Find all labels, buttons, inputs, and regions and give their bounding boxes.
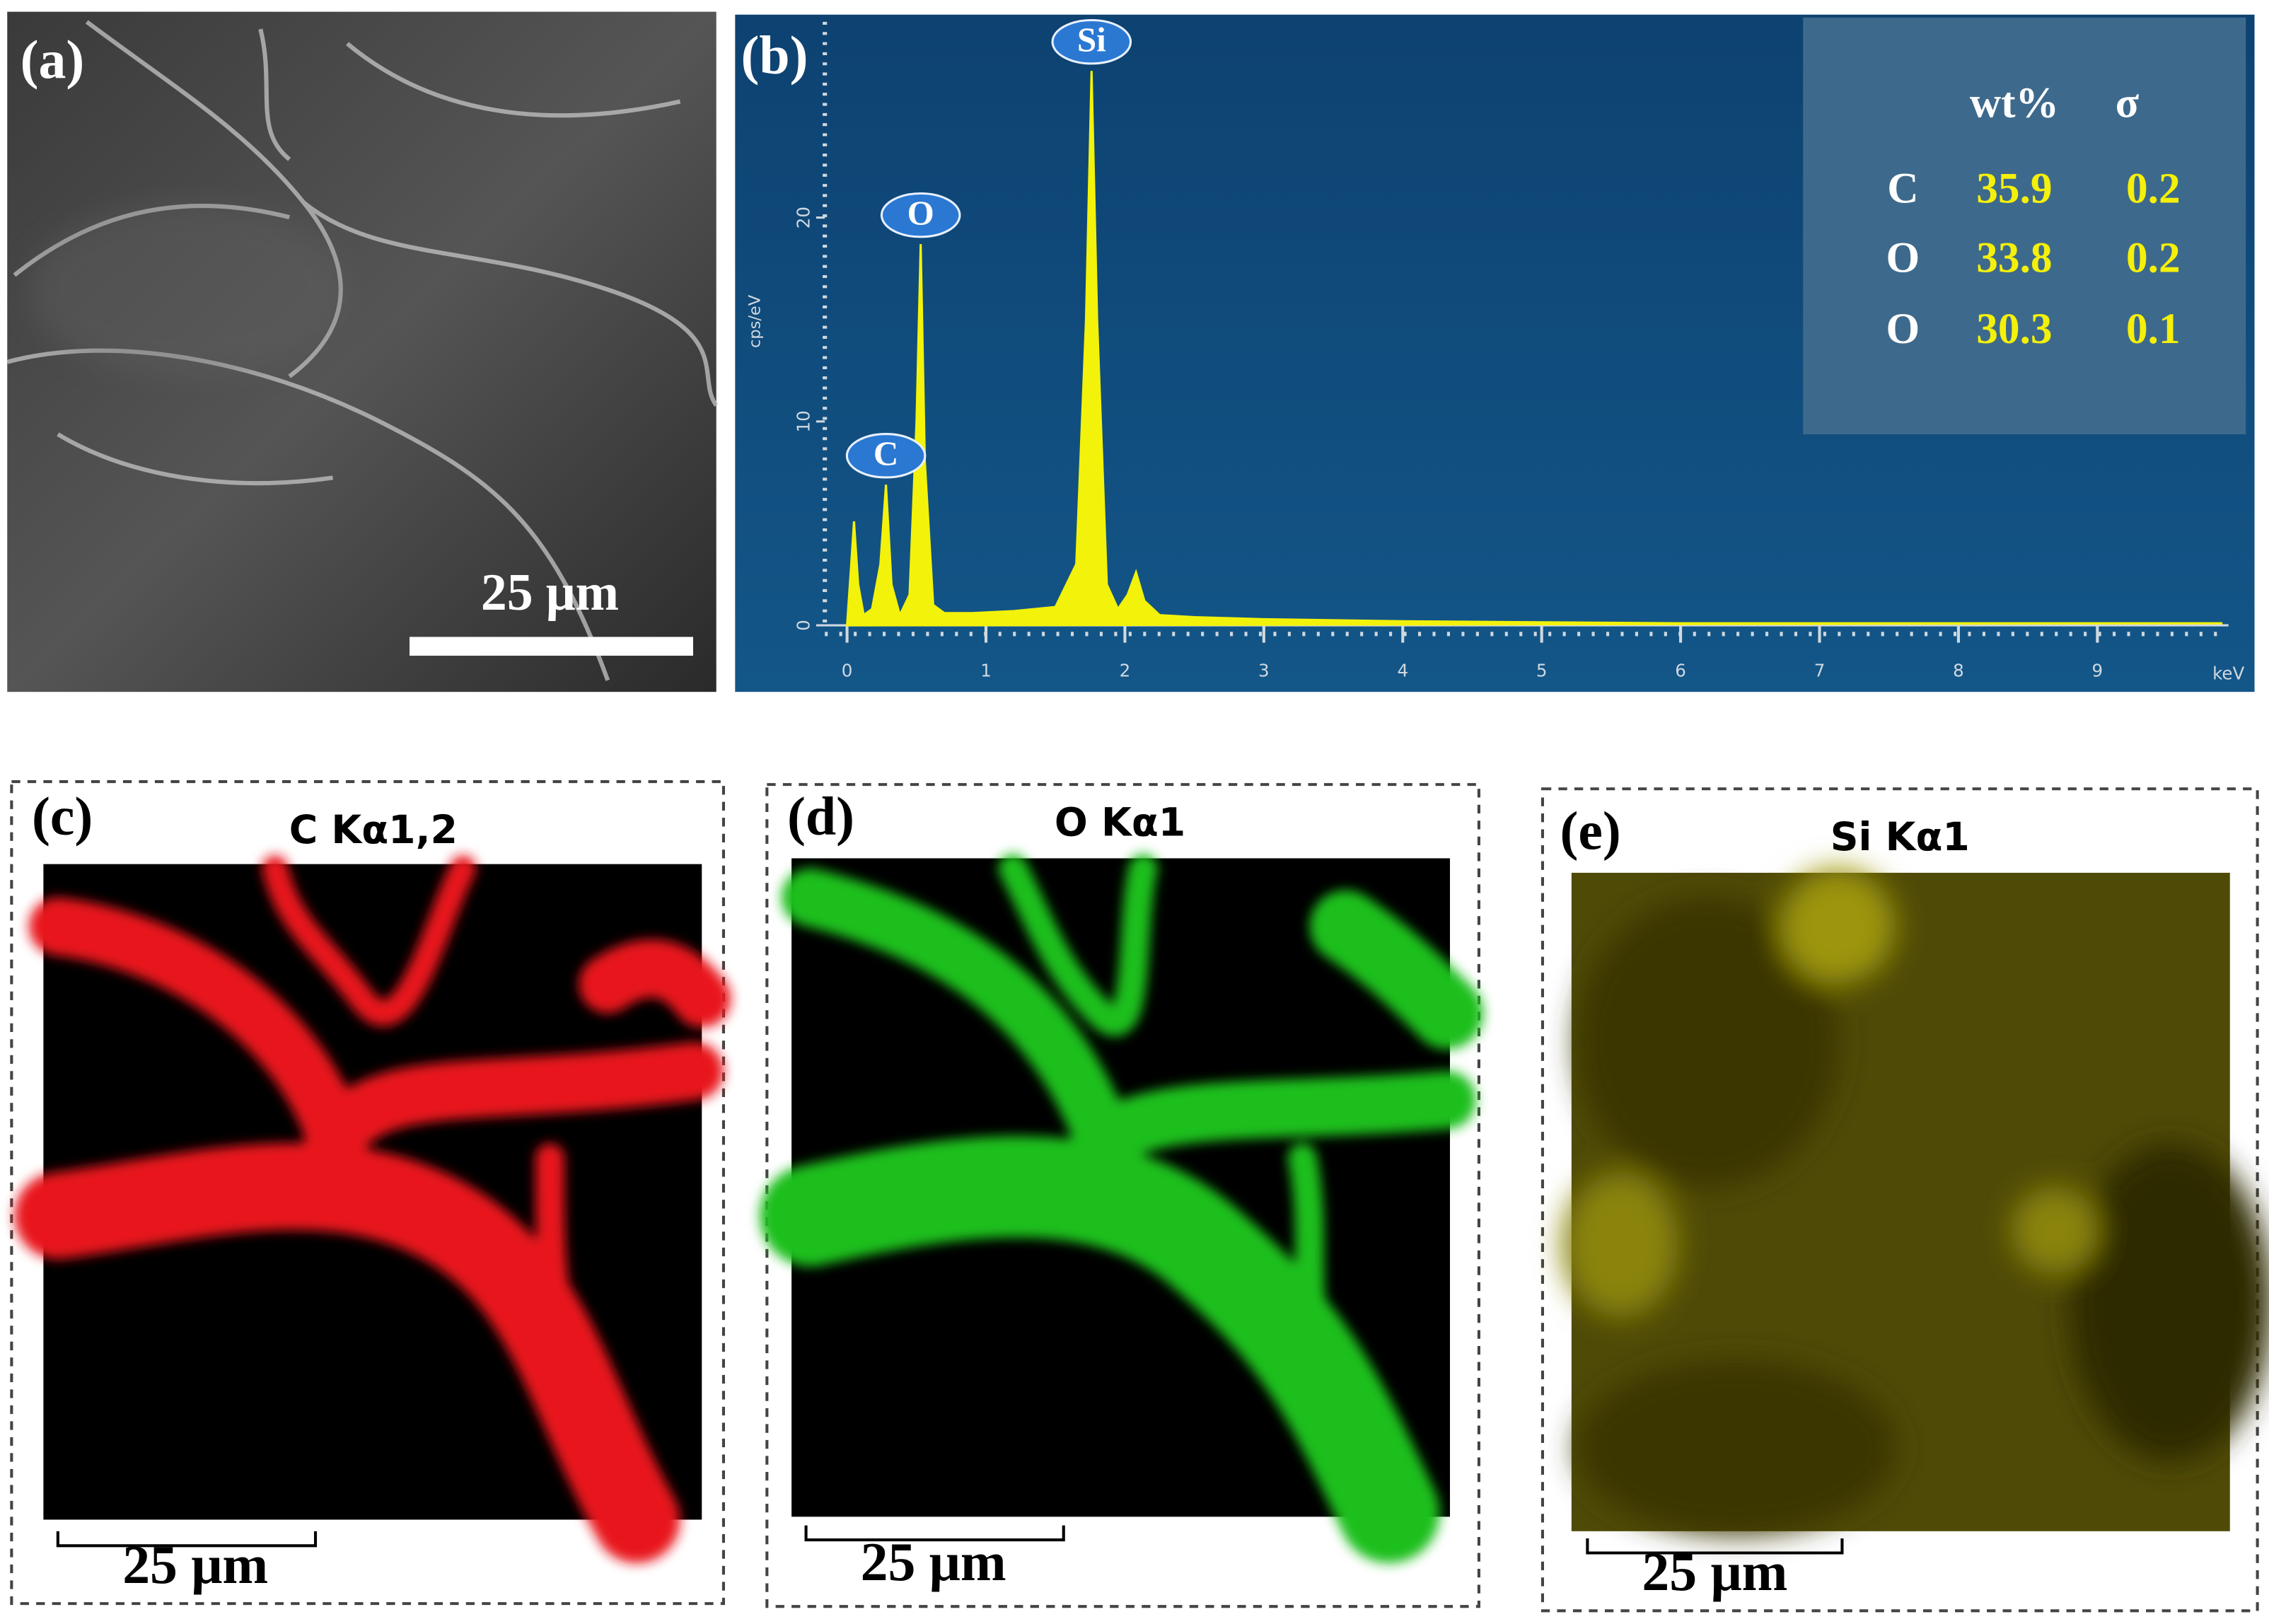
panel-label: (e) bbox=[1560, 801, 1620, 862]
x-tick-label: 6 bbox=[1675, 661, 1686, 681]
x-axis-label: keV bbox=[2212, 663, 2244, 684]
x-tick-label: 2 bbox=[1120, 661, 1131, 681]
x-tick-label: 5 bbox=[1536, 661, 1548, 681]
scale-bar-label: 25 μm bbox=[1642, 1541, 1787, 1602]
panel-c: (c) C Kα1,2 25 μm bbox=[10, 779, 731, 1606]
map-title: Si Kα1 bbox=[1830, 815, 1970, 860]
map-texture bbox=[1562, 868, 2269, 1534]
peak-badge bbox=[1051, 18, 1132, 65]
peak-badge bbox=[845, 433, 927, 479]
peak-badge bbox=[880, 192, 961, 238]
table-header: wt% bbox=[1970, 79, 2059, 127]
scale-bar bbox=[1586, 1538, 1844, 1555]
table-cell: 35.9 bbox=[1976, 164, 2052, 212]
table-cell: 33.8 bbox=[1976, 234, 2052, 282]
panel-label: (b) bbox=[741, 25, 808, 86]
panel-d: (d) O Kα1 25 μm bbox=[760, 783, 1484, 1608]
map-title: C Kα1,2 bbox=[289, 808, 458, 853]
scale-bar bbox=[409, 637, 693, 656]
table-box bbox=[1803, 17, 2246, 435]
map-texture bbox=[760, 854, 1484, 1563]
x-tick-label: 8 bbox=[1953, 661, 1964, 681]
table-cell: 0.1 bbox=[2126, 305, 2181, 353]
x-tick-label: 4 bbox=[1397, 661, 1408, 681]
scale-bar-label: 25 μm bbox=[122, 1534, 268, 1595]
table-cell: 0.2 bbox=[2126, 234, 2181, 282]
panel-e: (e) Si Kα1 25 μm bbox=[1540, 787, 2269, 1613]
map-title: O Kα1 bbox=[1055, 801, 1185, 846]
table-cell: 30.3 bbox=[1976, 305, 2052, 353]
panel-label: (d) bbox=[787, 786, 854, 847]
scale-bar bbox=[804, 1525, 1065, 1542]
peak-label: O bbox=[907, 193, 934, 232]
spectrum bbox=[845, 71, 2223, 627]
table-cell: O bbox=[1886, 234, 1920, 282]
x-tick-label: 7 bbox=[1814, 661, 1826, 681]
panel-label: (a) bbox=[21, 29, 85, 90]
peak-label: Si bbox=[1077, 20, 1106, 59]
x-tick-label: 0 bbox=[842, 661, 853, 681]
table-cell: 0.2 bbox=[2126, 164, 2181, 212]
panel-frame bbox=[765, 783, 1480, 1608]
sem-shade bbox=[28, 202, 348, 377]
table-cell: O bbox=[1886, 305, 1920, 353]
x-tick-label: 1 bbox=[980, 661, 992, 681]
y-tick-label: 0 bbox=[794, 620, 814, 631]
y-tick-label: 20 bbox=[794, 207, 814, 228]
panel-frame bbox=[1540, 787, 2259, 1613]
panel-frame bbox=[10, 779, 726, 1606]
y-tick-label: 10 bbox=[794, 410, 814, 432]
table-header: σ bbox=[2116, 79, 2140, 127]
table-cell: C bbox=[1887, 164, 1918, 212]
scale-bar-label: 25 μm bbox=[861, 1531, 1006, 1592]
peak-label: C bbox=[874, 434, 898, 473]
scale-bar-label: 25 μm bbox=[481, 563, 619, 621]
panel-a: (a) 25 μm bbox=[6, 11, 719, 692]
y-axis-label: cps/eV bbox=[745, 294, 764, 348]
x-tick-label: 3 bbox=[1258, 661, 1270, 681]
scale-bar bbox=[56, 1531, 318, 1548]
x-tick-label: 9 bbox=[2092, 661, 2103, 681]
map-texture bbox=[14, 855, 731, 1563]
panel-label: (c) bbox=[32, 786, 93, 847]
